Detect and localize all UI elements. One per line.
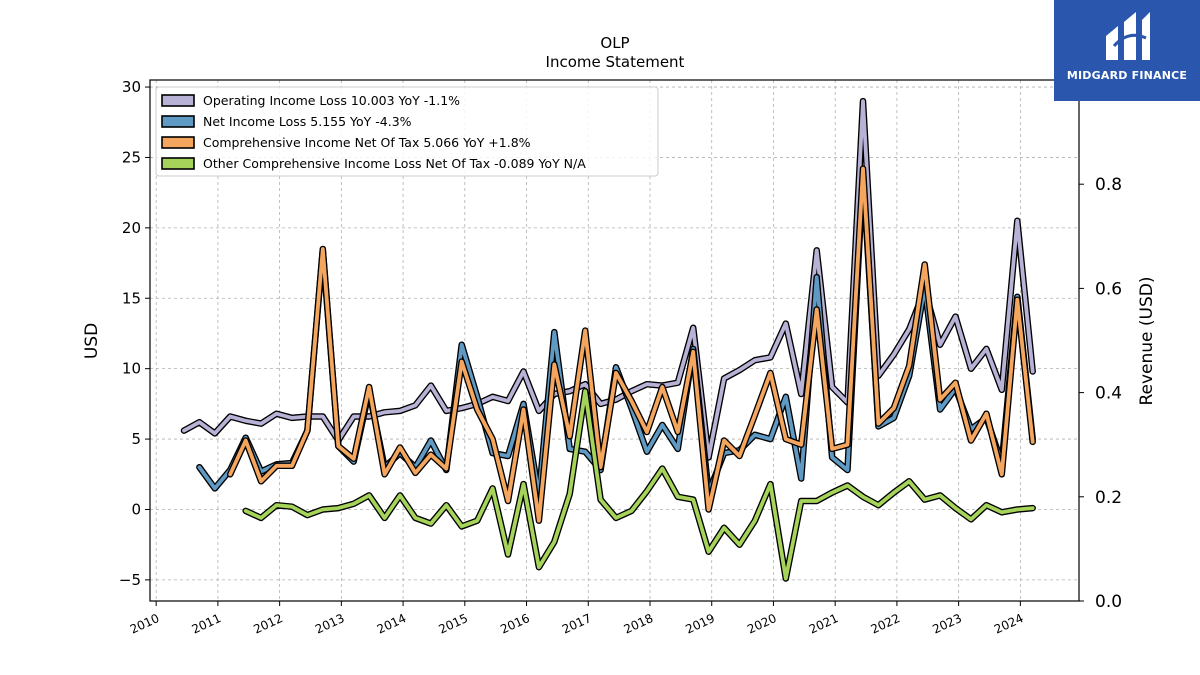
brand-name: MIDGARD FINANCE bbox=[1066, 69, 1188, 82]
x-tick-label: 2015 bbox=[436, 611, 470, 637]
x-tick-label: 2019 bbox=[683, 611, 717, 637]
legend-item: Operating Income Loss 10.003 YoY -1.1% bbox=[161, 93, 460, 108]
y-tick-label: 0 bbox=[131, 500, 141, 518]
y-tick-label: 30 bbox=[122, 78, 141, 96]
y-tick-label: 20 bbox=[122, 219, 141, 237]
series-3 bbox=[226, 165, 1036, 524]
y-axis-label: USD bbox=[82, 323, 102, 359]
chart-subtitle: Income Statement bbox=[546, 53, 685, 71]
legend-swatch bbox=[161, 157, 195, 170]
brand-mark-icon bbox=[1106, 12, 1150, 60]
y-tick-label: 25 bbox=[122, 148, 141, 166]
x-tick-label: 2013 bbox=[313, 611, 347, 637]
x-tick-label: 2012 bbox=[251, 611, 285, 637]
x-tick-label: 2014 bbox=[375, 611, 409, 637]
legend-item: Other Comprehensive Income Loss Net Of T… bbox=[161, 156, 586, 171]
y-right-tick-label: 0.8 bbox=[1095, 175, 1122, 195]
legend-swatch bbox=[161, 94, 195, 107]
y-right-tick-label: 0.6 bbox=[1095, 279, 1122, 299]
series-4 bbox=[242, 387, 1036, 582]
legend-item: Net Income Loss 5.155 YoY -4.3% bbox=[161, 114, 412, 129]
legend-item: Comprehensive Income Net Of Tax 5.066 Yo… bbox=[161, 135, 531, 150]
legend-label: Operating Income Loss 10.003 YoY -1.1% bbox=[203, 93, 460, 108]
x-tick-label: 2021 bbox=[807, 611, 841, 637]
x-tick-label: 2010 bbox=[128, 611, 162, 637]
y-axis-left: −5 0 5 10 15 20 25 30 bbox=[119, 78, 150, 589]
x-tick-label: 2023 bbox=[930, 611, 964, 637]
y-right-tick-label: 0.0 bbox=[1095, 592, 1122, 612]
brand-logo: MIDGARD FINANCE bbox=[1054, 0, 1200, 101]
plot-frame bbox=[149, 79, 1080, 602]
y-tick-label: 15 bbox=[122, 289, 141, 307]
x-tick-label: 2024 bbox=[992, 611, 1026, 637]
x-tick-label: 2020 bbox=[745, 611, 779, 637]
series-lines bbox=[180, 97, 1036, 582]
legend-label: Other Comprehensive Income Loss Net Of T… bbox=[203, 156, 586, 171]
legend-box bbox=[155, 86, 659, 177]
legend-label: Comprehensive Income Net Of Tax 5.066 Yo… bbox=[203, 135, 531, 150]
x-tick-label: 2011 bbox=[190, 611, 224, 637]
x-tick-label: 2016 bbox=[498, 611, 532, 637]
legend-swatch bbox=[161, 136, 195, 149]
y-right-tick-label: 0.4 bbox=[1095, 384, 1122, 404]
y-tick-label: 10 bbox=[122, 360, 141, 378]
x-tick-label: 2017 bbox=[560, 611, 594, 637]
y-axis-right-label: Revenue (USD) bbox=[1137, 276, 1157, 405]
y-axis-right: 0.0 0.2 0.4 0.6 0.8 bbox=[1079, 175, 1122, 612]
x-axis: 2010 2011 2012 2013 2014 2015 2016 2017 2018 2019… bbox=[128, 601, 1026, 637]
series-line bbox=[243, 389, 1035, 581]
legend-swatch bbox=[161, 115, 195, 128]
chart-title: OLP bbox=[600, 34, 629, 52]
legend-label: Net Income Loss 5.155 YoY -4.3% bbox=[203, 114, 412, 129]
x-tick-label: 2022 bbox=[869, 611, 903, 637]
series-line bbox=[228, 166, 1035, 523]
x-tick-label: 2018 bbox=[622, 611, 656, 637]
y-tick-label: 5 bbox=[131, 430, 141, 448]
y-right-tick-label: 0.2 bbox=[1095, 488, 1122, 508]
y-tick-label: −5 bbox=[119, 571, 141, 589]
legend: Operating Income Loss 10.003 YoY -1.1% Ne… bbox=[155, 86, 659, 177]
